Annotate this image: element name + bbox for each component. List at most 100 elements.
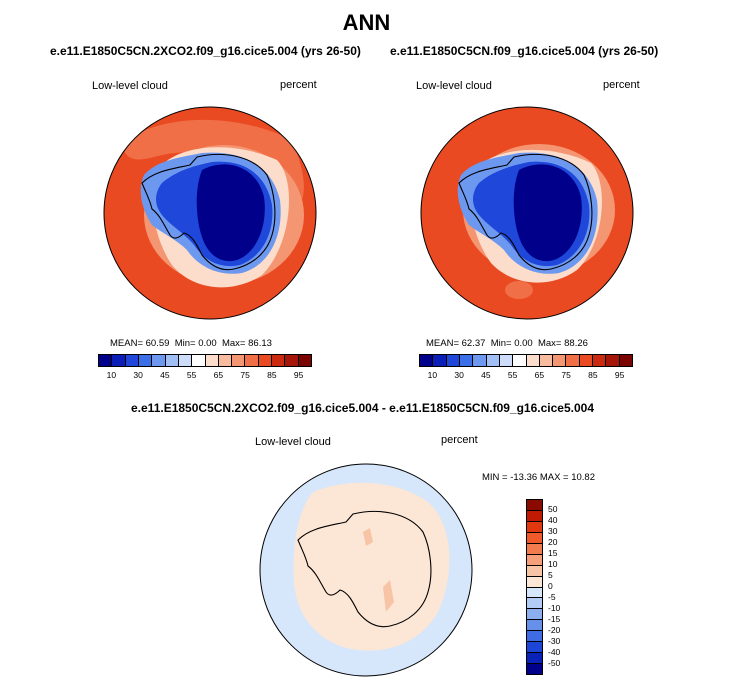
panel2-colorbar-swatch bbox=[446, 355, 460, 366]
panel2-max-value: 88.26 bbox=[564, 338, 588, 349]
panel2-colorbar-tick-label: 30 bbox=[454, 370, 464, 380]
diff-colorbar-tick-label: 15 bbox=[548, 548, 558, 558]
panel1-map-border bbox=[103, 106, 317, 320]
panel2-map-border bbox=[420, 106, 634, 320]
diff-colorbar-swatch bbox=[527, 664, 542, 674]
panel1-coastline bbox=[141, 153, 276, 271]
panel1-colorbar-ticks: 10 30 45 55 65 75 85 95 bbox=[98, 370, 312, 382]
panel1-colorbar-swatch bbox=[232, 355, 246, 366]
diff-colorbar-tick-label: -5 bbox=[548, 592, 556, 602]
panel1-polar-map bbox=[103, 106, 317, 320]
panel2-colorbar-swatch bbox=[433, 355, 447, 366]
panel1-colorbar-tick-label: 10 bbox=[106, 370, 117, 380]
diff-colorbar-tick-label: -30 bbox=[548, 636, 561, 646]
diff-colorbar-swatch bbox=[527, 631, 542, 643]
panel1-colorbar-tick-label: 55 bbox=[186, 370, 197, 380]
panel2-colorbar-swatch bbox=[459, 355, 474, 366]
panel2-colorbar-ticks: 10 30 45 55 65 75 85 95 bbox=[419, 370, 633, 382]
diff-colorbar-tick-label: 0 bbox=[548, 581, 553, 591]
panel2-colorbar-swatch bbox=[566, 355, 580, 366]
panel2-colorbar-swatch bbox=[499, 355, 514, 366]
panel1-colorbar-swatch bbox=[285, 355, 299, 366]
panel2-max-label: Max= bbox=[537, 338, 562, 349]
panel1-colorbar-swatch bbox=[165, 355, 179, 366]
panel2-colorbar-swatch bbox=[539, 355, 554, 366]
panel2-variable-label: Low-level cloud bbox=[416, 80, 492, 92]
panel2-mean-value: 62.37 bbox=[461, 338, 486, 349]
panel1-colorbar-swatch bbox=[245, 355, 259, 366]
diff-colorbar-swatch bbox=[527, 598, 542, 610]
diff-colorbar-swatch bbox=[527, 543, 542, 555]
diff-colorbar-swatch bbox=[527, 510, 542, 522]
panel2-colorbar-tick-label: 75 bbox=[561, 370, 571, 380]
figure-title: ANN bbox=[342, 10, 391, 35]
panel1-colorbar-swatch bbox=[178, 355, 193, 366]
panel2-min-label: Min= bbox=[490, 338, 512, 349]
panel1-colorbar-swatch bbox=[298, 355, 311, 366]
diff-colorbar-tick-label: -40 bbox=[548, 647, 561, 657]
panel1-min-label: Min= bbox=[174, 338, 196, 349]
diff-colorbar-tick-label: -10 bbox=[548, 603, 561, 613]
panel2-mean-label: MEAN= bbox=[426, 338, 459, 349]
panel1-colorbar-swatch bbox=[272, 355, 286, 366]
diff-colorbar-tick-label: -15 bbox=[548, 614, 561, 624]
panel1-colorbar-tick-label: 30 bbox=[133, 370, 143, 380]
panel2-colorbar-swatch bbox=[553, 355, 567, 366]
panel2-polar-map bbox=[420, 106, 634, 320]
panel1-max-label: Max= bbox=[221, 338, 246, 349]
panel1-colorbar-tick-label: 75 bbox=[240, 370, 250, 380]
panel1-mean-label: MEAN= bbox=[110, 338, 143, 349]
panel2-colorbar-swatch bbox=[473, 355, 487, 366]
diff-colorbar-swatch bbox=[527, 554, 542, 566]
diff-map-border bbox=[259, 463, 473, 677]
diff-colorbar-swatch bbox=[527, 565, 542, 577]
diff-colorbar-swatch bbox=[527, 609, 542, 621]
panel1-colorbar-tick-label: 65 bbox=[213, 370, 224, 380]
diff-colorbar bbox=[526, 499, 543, 675]
panel2-colorbar-tick-label: 95 bbox=[614, 370, 625, 380]
diff-colorbar-tick-label: 10 bbox=[548, 559, 558, 569]
panel1-colorbar-swatch bbox=[218, 355, 233, 366]
panel2-colorbar-swatch bbox=[513, 355, 527, 366]
panel1-min-value: 0.00 bbox=[198, 338, 217, 349]
panel1-colorbar-swatch bbox=[192, 355, 206, 366]
panel1-max-value: 86.13 bbox=[248, 338, 272, 349]
panel2-colorbar-tick-label: 55 bbox=[507, 370, 518, 380]
panel1-colorbar-swatch bbox=[99, 355, 113, 366]
panel1-case-title: e.e11.E1850C5CN.2XCO2.f09_g16.cice5.004 … bbox=[50, 44, 361, 58]
panel1-stats: MEAN= 60.59 Min= 0.00 Max= 86.13 bbox=[110, 338, 272, 349]
panel2-case-title: e.e11.E1850C5CN.f09_g16.cice5.004 (yrs 2… bbox=[390, 44, 659, 58]
diff-colorbar-swatch bbox=[527, 587, 542, 599]
panel2-ocean-patch bbox=[505, 281, 533, 299]
panel2-colorbar-tick-label: 45 bbox=[481, 370, 491, 380]
diff-colorbar-tick-label: -50 bbox=[548, 658, 561, 668]
diff-colorbar-tick-label: 50 bbox=[548, 504, 558, 514]
diff-colorbar-ticks: 50 40 30 20 15 10 5 0 -5 -10 -15 -20 -30 -40 -50 bbox=[548, 499, 578, 675]
diff-colorbar-tick-label: 5 bbox=[548, 570, 553, 580]
diff-minmax-label: MIN = -13.36 MAX = 10.82 bbox=[482, 472, 596, 483]
panel2-colorbar-swatch bbox=[606, 355, 620, 366]
panel1-colorbar-tick-label: 95 bbox=[293, 370, 304, 380]
panel1-ice-core bbox=[196, 164, 265, 262]
diff-coastline bbox=[297, 510, 432, 628]
panel2-colorbar-tick-label: 10 bbox=[427, 370, 438, 380]
panel2-colorbar-tick-label: 85 bbox=[588, 370, 598, 380]
diff-polar-map bbox=[259, 463, 473, 677]
diff-colorbar-swatch bbox=[527, 642, 542, 654]
panel2-colorbar-tick-label: 65 bbox=[534, 370, 545, 380]
panel1-colorbar bbox=[98, 354, 312, 367]
diff-colorbar-tick-label: 20 bbox=[548, 537, 558, 547]
diff-colorbar-swatch bbox=[527, 521, 542, 533]
panel2-min-value: 0.00 bbox=[514, 338, 533, 349]
panel1-colorbar-tick-label: 45 bbox=[160, 370, 170, 380]
diff-variable-label: Low-level cloud bbox=[255, 436, 331, 448]
diff-units-label: percent bbox=[441, 434, 478, 446]
panel2-units-label: percent bbox=[603, 79, 640, 91]
panel2-colorbar bbox=[419, 354, 633, 367]
panel1-colorbar-swatch bbox=[152, 355, 166, 366]
panel1-colorbar-swatch bbox=[112, 355, 126, 366]
diff-colorbar-tick-label: -20 bbox=[548, 625, 561, 635]
diff-colorbar-tick-label: 40 bbox=[548, 515, 558, 525]
panel2-colorbar-swatch bbox=[486, 355, 500, 366]
diff-land-field bbox=[293, 482, 450, 651]
